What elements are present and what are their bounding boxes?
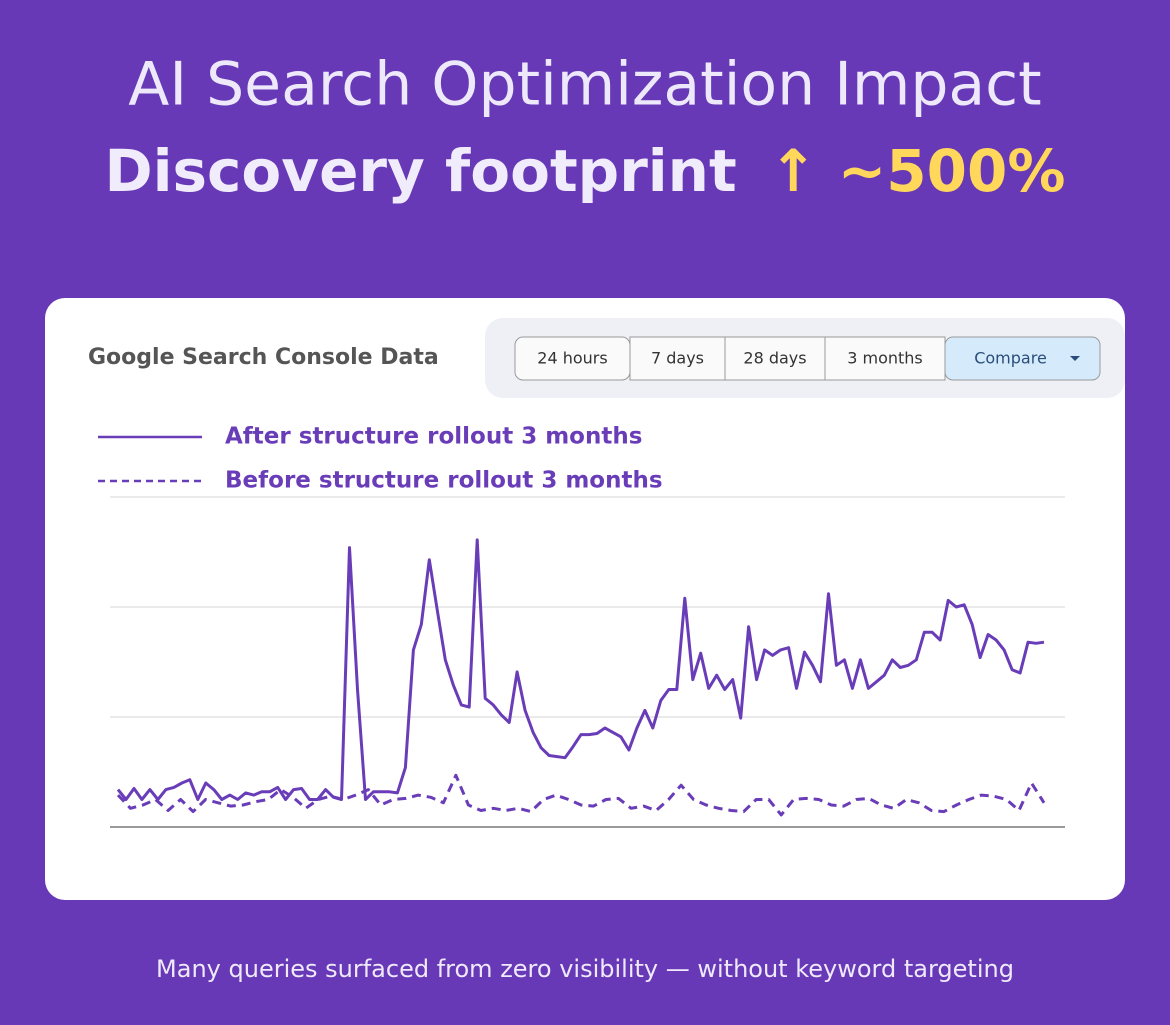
tab[interactable] [944,336,1101,381]
headline: Discovery footprint ↑ ~500% [105,137,1066,205]
title: AI Search Optimization Impact [128,50,1041,120]
series-line [116,538,1045,801]
series-line [116,773,1046,817]
tab-label[interactable]: Compare [974,349,1047,368]
tab-label[interactable]: 24 hours [537,349,607,368]
tab-label[interactable]: 28 days [743,349,806,368]
headline-highlight: ↑ ~500% [769,137,1066,205]
plot: After structure rollout 3 months Before s… [98,424,1065,828]
tab[interactable] [629,336,726,381]
dropdown-arrow [1070,356,1080,361]
tab-label[interactable]: 7 days [651,349,704,368]
chart-title: Google Search Console Data [88,345,439,370]
headline-text: Discovery footprint [105,137,737,205]
tab-label[interactable]: 3 months [847,349,923,368]
tab[interactable] [824,336,946,381]
tab-bar: 24 hours 7 days 28 days 3 months Compare [514,336,1101,381]
footer-note: Many queries surfaced from zero visibili… [156,955,1014,983]
legend-label: Before structure rollout 3 months [225,468,663,494]
tab[interactable] [724,336,826,381]
card [45,298,1125,900]
legend-label: After structure rollout 3 months [225,424,642,450]
